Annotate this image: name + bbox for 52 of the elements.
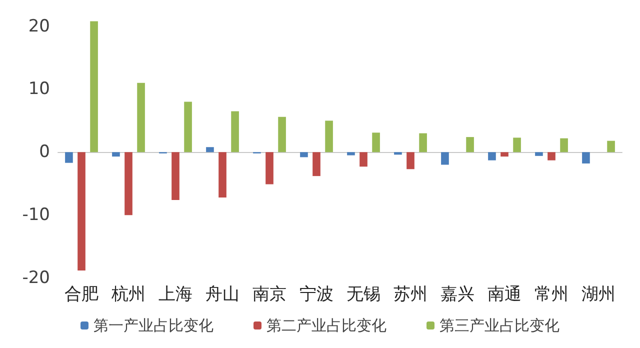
x-tick-label: 合肥	[64, 284, 98, 304]
bar	[441, 152, 449, 165]
y-tick-label: 20	[28, 16, 50, 36]
bar	[124, 152, 132, 216]
bar	[231, 111, 239, 152]
bar	[300, 152, 308, 158]
y-tick-label: -10	[22, 205, 50, 226]
bar	[488, 152, 496, 160]
bar	[137, 82, 145, 152]
y-tick-label: 0	[39, 142, 50, 162]
x-tick-label: 嘉兴	[440, 284, 474, 304]
bar	[218, 152, 226, 198]
bar	[78, 152, 86, 270]
x-tick-label: 南通	[488, 284, 522, 304]
x-tick-label: 上海	[158, 284, 192, 304]
x-tick-label: 宁波	[300, 284, 334, 304]
legend-label: 第二产业占比变化	[266, 316, 386, 334]
y-tick-label: 10	[28, 79, 50, 100]
bar	[500, 152, 508, 157]
bar	[372, 132, 380, 152]
bar	[360, 152, 368, 167]
bar	[419, 133, 427, 152]
legend-label: 第三产业占比变化	[440, 316, 560, 334]
bar	[112, 152, 120, 157]
bar	[172, 152, 180, 200]
bar	[548, 152, 556, 160]
bar	[65, 152, 73, 163]
bar	[582, 152, 590, 164]
x-tick-label: 湖州	[582, 284, 616, 304]
bar	[394, 152, 402, 155]
bar	[312, 152, 320, 176]
bar	[466, 137, 474, 152]
bar	[535, 152, 543, 156]
bar	[513, 138, 521, 152]
bar	[266, 152, 274, 184]
bar	[206, 147, 214, 152]
x-tick-label: 苏州	[394, 284, 428, 304]
bar	[560, 138, 568, 152]
bar	[90, 21, 98, 152]
bar	[347, 152, 355, 156]
legend-label: 第一产业占比变化	[94, 316, 214, 334]
x-tick-label: 常州	[534, 284, 568, 304]
bar	[607, 140, 615, 152]
bar	[278, 116, 286, 152]
bar	[184, 102, 192, 152]
x-tick-label: 南京	[252, 284, 286, 304]
x-tick-label: 舟山	[206, 284, 240, 304]
x-tick-label: 杭州	[110, 284, 146, 304]
bar	[406, 152, 414, 170]
x-tick-label: 无锡	[346, 284, 380, 304]
bar	[325, 120, 333, 152]
y-tick-label: -20	[22, 268, 50, 288]
